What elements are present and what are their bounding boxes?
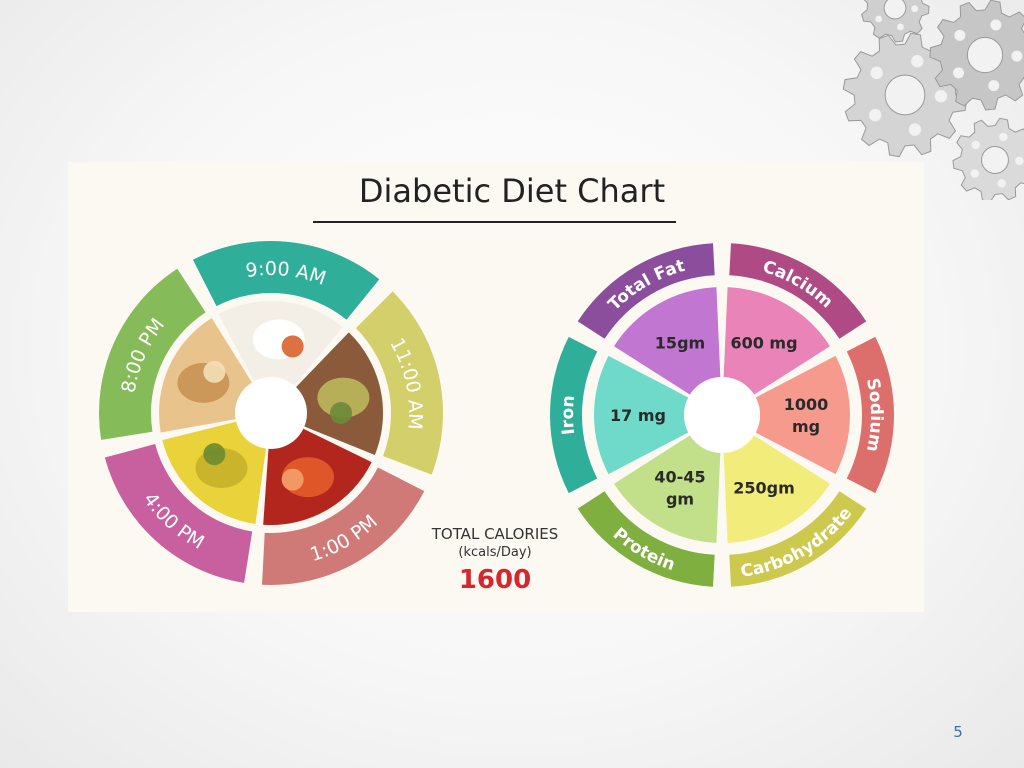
meal-time-band [192,241,380,320]
nutrient-value-wedge [614,435,721,543]
title-underline [313,221,676,223]
gear-icon [929,0,1024,111]
gear-icon [861,0,930,43]
total-calories-value: 1600 [458,565,532,595]
gear-icon [952,117,1024,200]
nutrient-value-wedge [755,355,851,475]
nutrient-value-wedge [594,355,689,475]
meal-segment: 8:00 PM [98,268,255,440]
nutrient-value-wedge [614,287,721,395]
nutrient-name-band [729,243,867,339]
meal-segment: 4:00 PM [104,420,267,583]
page-number: 5 [953,723,963,741]
meal-time-band [355,291,443,475]
page-title: Diabetic Diet Chart [358,172,666,210]
nutrient-value-label: 250gm [733,479,795,498]
meal-wheel-hub [235,377,307,449]
food-detail-icon [203,443,226,466]
total-calories-heading: TOTAL CALORIES [431,525,559,543]
meal-time-band [104,444,253,583]
food-detail-icon [317,377,370,418]
nutrient-name-label: Iron [558,394,579,435]
nutrient-name-band [729,491,867,587]
food-detail-icon [281,468,304,491]
food-detail-icon [203,360,226,383]
nutrient-name-band [577,491,715,587]
nutrient-value-label: 40-45 gm [654,468,705,509]
nutrient-value-wedge [723,435,830,543]
nutrient-value-wedge [723,287,830,395]
meal-time-band [261,467,425,585]
nutrient-value-label: 15gm [655,333,705,352]
meal-segment: 11:00 AM [293,291,443,475]
nutrient-name-band [846,336,894,494]
meal-time-band [98,268,206,440]
nutrient-value-label: 17 mg [610,406,666,425]
nutrient-value-label: 1000 mg [784,395,829,436]
nutrient-value-label: 600 mg [730,333,797,352]
nutrient-segment: Iron 17 mg [550,336,689,494]
gear-icon [842,32,968,158]
total-calories-unit: (kcals/Day) [458,545,532,560]
food-detail-icon [330,402,352,424]
food-detail-icon [281,335,304,358]
nutrient-wheel-hub [684,377,760,453]
nutrient-name-band [577,243,715,339]
nutrient-name-band [550,336,598,494]
meal-segment: 9:00 AM [192,241,380,389]
gear-decoration-icon [842,0,1024,200]
